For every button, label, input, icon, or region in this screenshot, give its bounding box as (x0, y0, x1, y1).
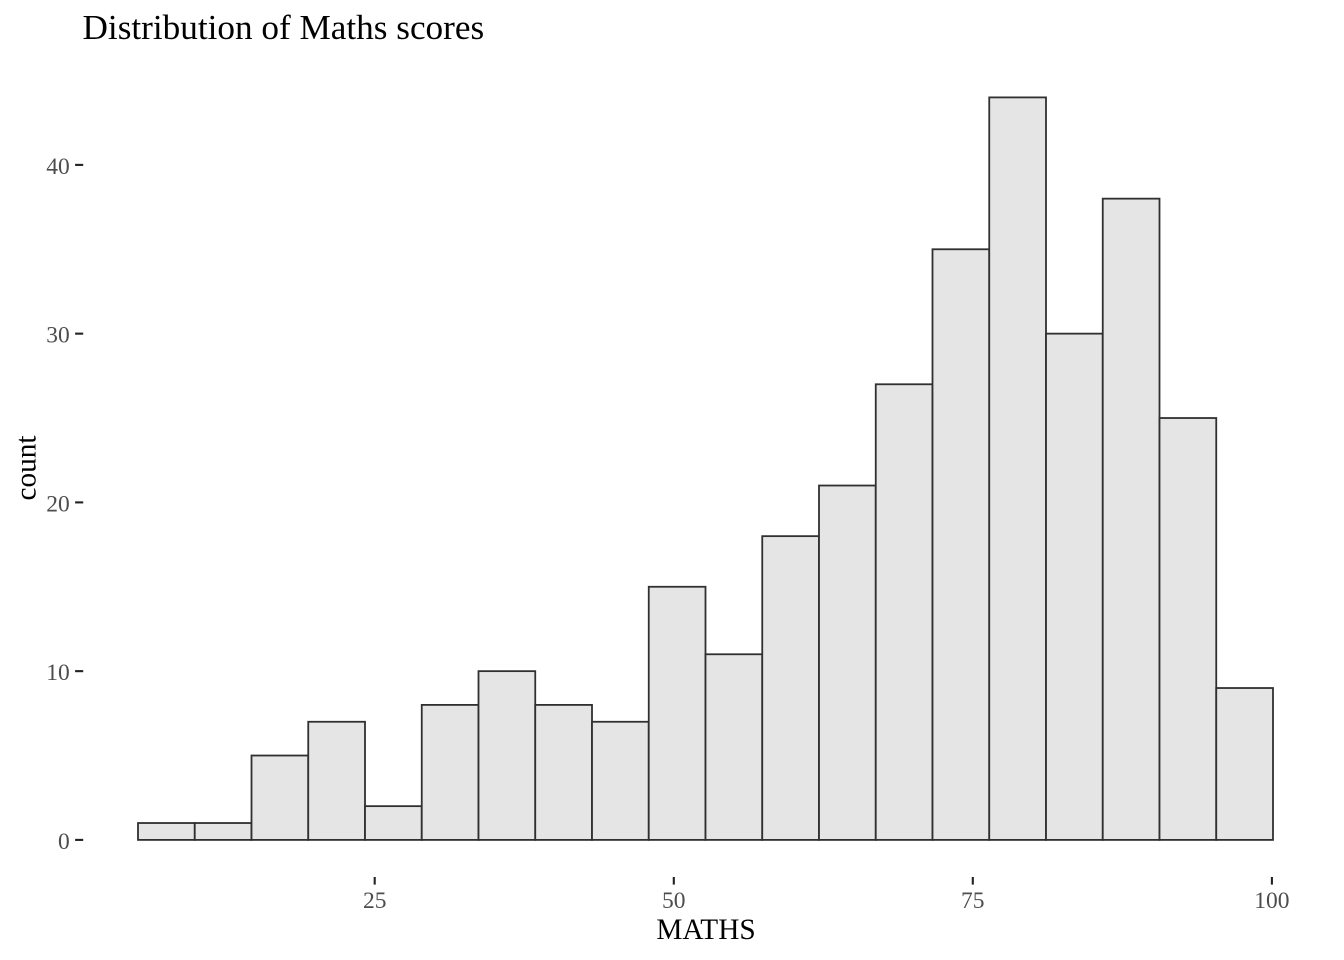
svg-text:20: 20 (46, 491, 70, 517)
svg-text:count: count (11, 435, 43, 500)
svg-text:10: 10 (46, 660, 70, 686)
svg-text:Distribution of Maths scores: Distribution of Maths scores (83, 8, 485, 47)
svg-text:25: 25 (363, 888, 387, 914)
svg-text:0: 0 (58, 829, 70, 855)
svg-text:75: 75 (961, 888, 985, 914)
svg-text:40: 40 (46, 154, 70, 180)
svg-text:MATHS: MATHS (656, 914, 755, 946)
svg-text:50: 50 (662, 888, 686, 914)
svg-text:30: 30 (46, 323, 70, 349)
svg-text:100: 100 (1254, 888, 1289, 914)
